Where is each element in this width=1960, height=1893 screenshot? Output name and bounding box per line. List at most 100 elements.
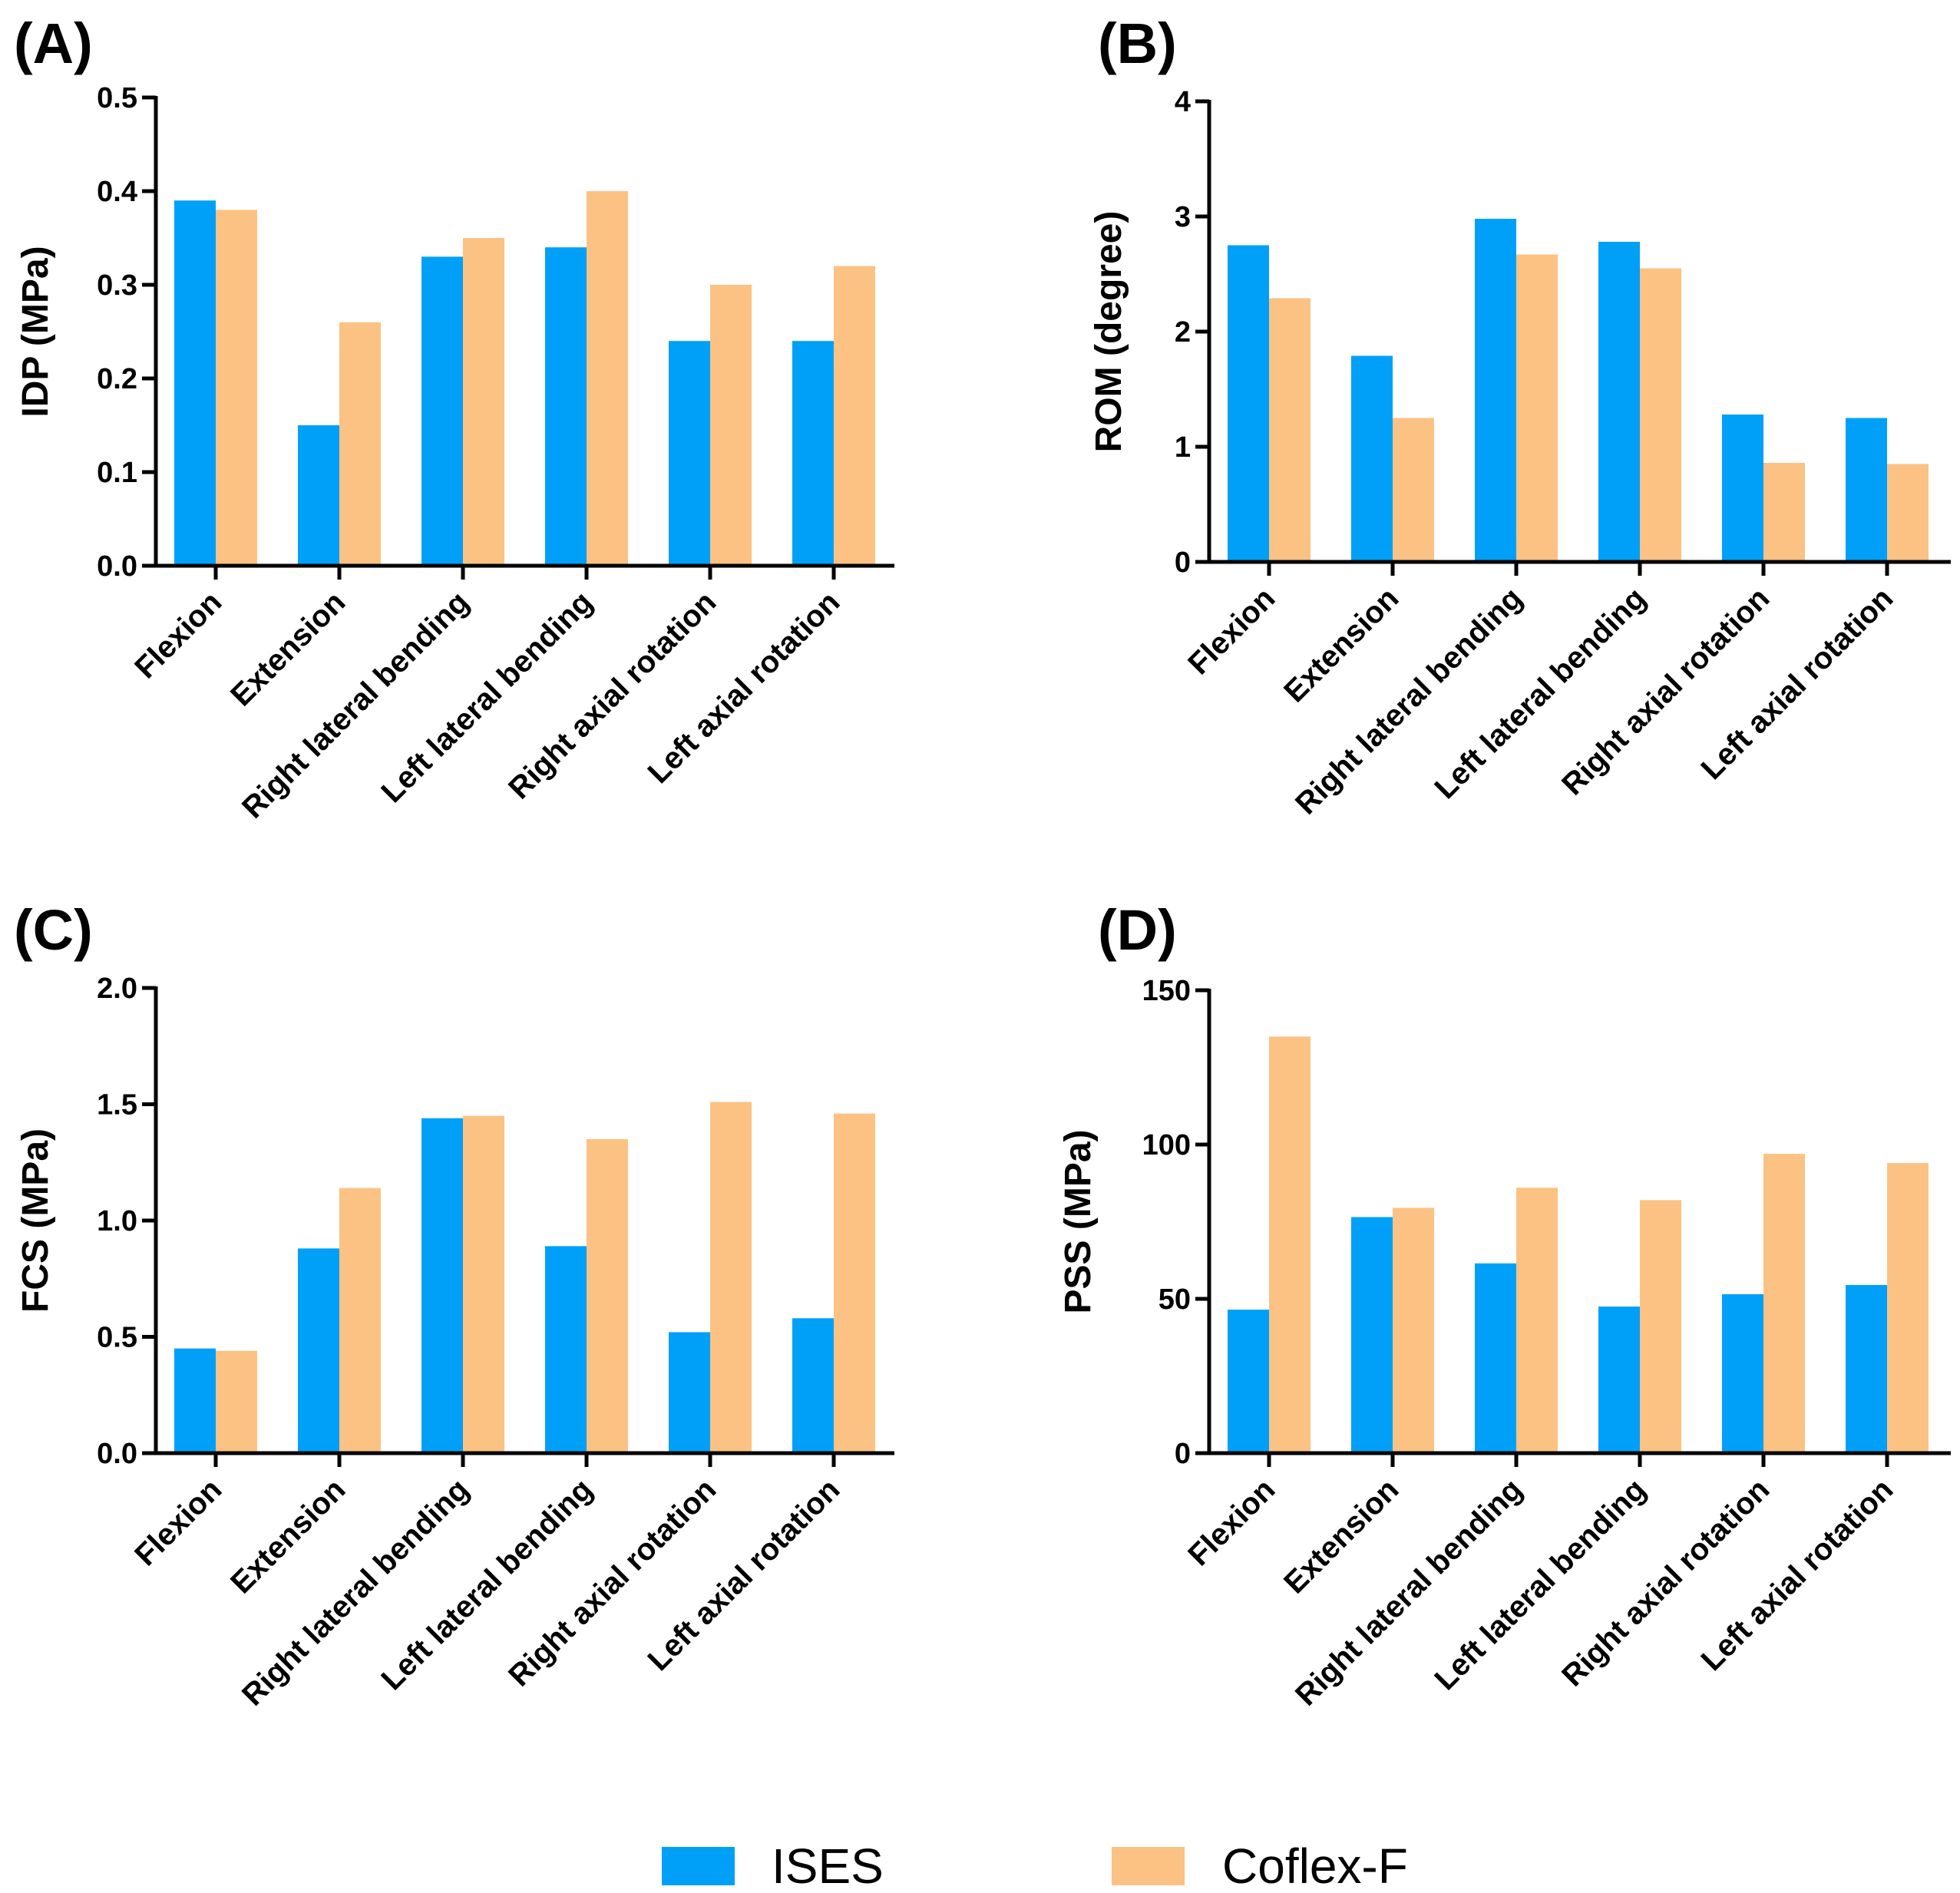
- x-category-label: Right lateral bending: [236, 585, 475, 824]
- bar-ises-5: [669, 1332, 710, 1453]
- bar-ises-2: [298, 425, 339, 566]
- y-tick-label: 2.0: [97, 973, 137, 1005]
- y-axis-title: ROM (degree): [1089, 211, 1129, 453]
- bar-coflex-f-1: [216, 210, 257, 566]
- y-tick-label: 1.0: [97, 1205, 137, 1237]
- y-axis-title: IDP (MPa): [15, 246, 56, 417]
- bar-coflex-f-5: [710, 285, 752, 566]
- y-tick-label: 2: [1175, 316, 1191, 349]
- bar-ises-6: [792, 341, 834, 566]
- y-tick-label: 0.2: [97, 363, 137, 395]
- bar-ises-6: [1846, 418, 1887, 562]
- panel-a: (A) IDP (MPa) 0.0 0.1 0.2 0.3 0.4 0.5 FlexionExt…: [14, 12, 894, 825]
- bar-coflex-f-6: [834, 266, 875, 566]
- y-tick-label: 100: [1142, 1129, 1191, 1161]
- bar-coflex-f-4: [587, 1138, 628, 1453]
- bar-coflex-f-2: [339, 322, 381, 566]
- bar-ises-1: [174, 1348, 216, 1453]
- bar-coflex-f-5: [1763, 463, 1805, 562]
- y-tick-label: 0.1: [97, 457, 137, 489]
- panel-label: (A): [14, 12, 93, 75]
- bar-ises-6: [1846, 1284, 1887, 1453]
- x-category-label: Right lateral bending: [1289, 581, 1529, 821]
- y-tick-label: 0: [1175, 547, 1191, 579]
- y-tick-label: 0.5: [97, 1322, 137, 1354]
- bar-ises-5: [1722, 415, 1763, 562]
- x-category-label: Left lateral bending: [1428, 581, 1652, 805]
- x-category-label: Left lateral bending: [1428, 1472, 1652, 1696]
- x-category-label: Right axial rotation: [1555, 1472, 1776, 1693]
- bar-ises-4: [1598, 242, 1640, 562]
- bar-ises-4: [1598, 1307, 1640, 1453]
- x-category-label: Extension: [224, 1472, 352, 1600]
- bar-coflex-f-2: [1393, 418, 1434, 562]
- x-category-label: Right axial rotation: [502, 585, 722, 805]
- x-category-label: Right lateral bending: [1289, 1472, 1529, 1712]
- bar-ises-2: [1351, 355, 1393, 562]
- bar-coflex-f-1: [1269, 298, 1311, 562]
- bar-ises-2: [298, 1248, 339, 1453]
- y-tick-label: 0.4: [97, 176, 137, 208]
- legend-label-ises: ISES: [772, 1838, 884, 1893]
- bar-coflex-f-5: [710, 1102, 752, 1453]
- bar-ises-6: [792, 1318, 834, 1453]
- y-tick-label: 150: [1142, 975, 1191, 1007]
- bar-coflex-f-2: [339, 1188, 381, 1453]
- x-category-label: Extension: [1277, 581, 1405, 709]
- legend-swatch-coflex-f: [1112, 1847, 1185, 1885]
- bar-coflex-f-5: [1763, 1154, 1805, 1453]
- bar-ises-3: [1475, 219, 1516, 562]
- bar-coflex-f-6: [1887, 464, 1929, 562]
- x-category-label: Flexion: [128, 585, 228, 685]
- y-tick-label: 4: [1175, 86, 1191, 118]
- x-category-label: Flexion: [128, 1472, 228, 1572]
- y-tick-label: 50: [1158, 1283, 1191, 1316]
- bar-ises-5: [1722, 1293, 1763, 1453]
- bar-ises-5: [669, 341, 710, 566]
- y-tick-label: 0.3: [97, 269, 137, 302]
- x-category-label: Left lateral bending: [375, 1472, 599, 1696]
- bar-ises-3: [1475, 1263, 1516, 1453]
- bar-ises-3: [421, 1118, 463, 1453]
- chart-panels: (A)IDP (MPa)0.00.10.20.30.40.5FlexionExt…: [14, 12, 1951, 1713]
- bar-coflex-f-1: [1269, 1036, 1311, 1453]
- bar-ises-1: [174, 200, 216, 566]
- y-tick-label: 0.0: [97, 550, 137, 583]
- y-tick-label: 0.0: [97, 1438, 137, 1470]
- bar-ises-4: [545, 247, 587, 566]
- panel-label: (B): [1098, 12, 1177, 75]
- y-tick-label: 1.5: [97, 1089, 137, 1122]
- x-category-label: Right lateral bending: [236, 1472, 475, 1712]
- x-category-label: Flexion: [1182, 1472, 1281, 1572]
- y-tick-label: 0: [1175, 1438, 1191, 1470]
- x-category-label: Right axial rotation: [1555, 581, 1776, 801]
- bar-coflex-f-3: [1516, 1188, 1558, 1453]
- bar-coflex-f-3: [463, 1115, 504, 1453]
- bar-ises-1: [1228, 1310, 1269, 1453]
- panel-label: (C): [14, 898, 93, 962]
- x-category-label: Left lateral bending: [375, 585, 599, 809]
- x-category-label: Flexion: [1182, 581, 1281, 681]
- y-axis-title: PSS (MPa): [1058, 1129, 1099, 1313]
- bar-ises-3: [421, 256, 463, 566]
- legend: ISES Coflex-F: [662, 1838, 1408, 1893]
- x-category-label: Extension: [224, 585, 352, 712]
- bar-ises-1: [1228, 245, 1269, 562]
- bar-ises-4: [545, 1246, 587, 1453]
- bar-coflex-f-6: [834, 1113, 875, 1453]
- bar-coflex-f-6: [1887, 1163, 1929, 1453]
- bar-coflex-f-4: [1640, 268, 1681, 562]
- bar-coflex-f-4: [587, 191, 628, 566]
- bar-coflex-f-4: [1640, 1200, 1681, 1453]
- y-tick-label: 3: [1175, 201, 1191, 233]
- panel-b: (B)ROM (degree)01234FlexionExtensionRigh…: [1089, 12, 1951, 821]
- x-category-label: Extension: [1277, 1472, 1405, 1600]
- bar-coflex-f-3: [1516, 254, 1558, 562]
- x-category-label: Right axial rotation: [502, 1472, 722, 1693]
- panel-c: (C) FCS (MPa) 0.0 0.5 1.0 1.5 2.0 FlexionExtens…: [14, 898, 894, 1713]
- y-tick-label: 0.5: [97, 82, 137, 114]
- bar-ises-2: [1351, 1217, 1393, 1453]
- panel-d: (D)PSS (MPa)050100150FlexionExtensionRig…: [1058, 898, 1951, 1713]
- y-tick-label: 1: [1175, 431, 1191, 464]
